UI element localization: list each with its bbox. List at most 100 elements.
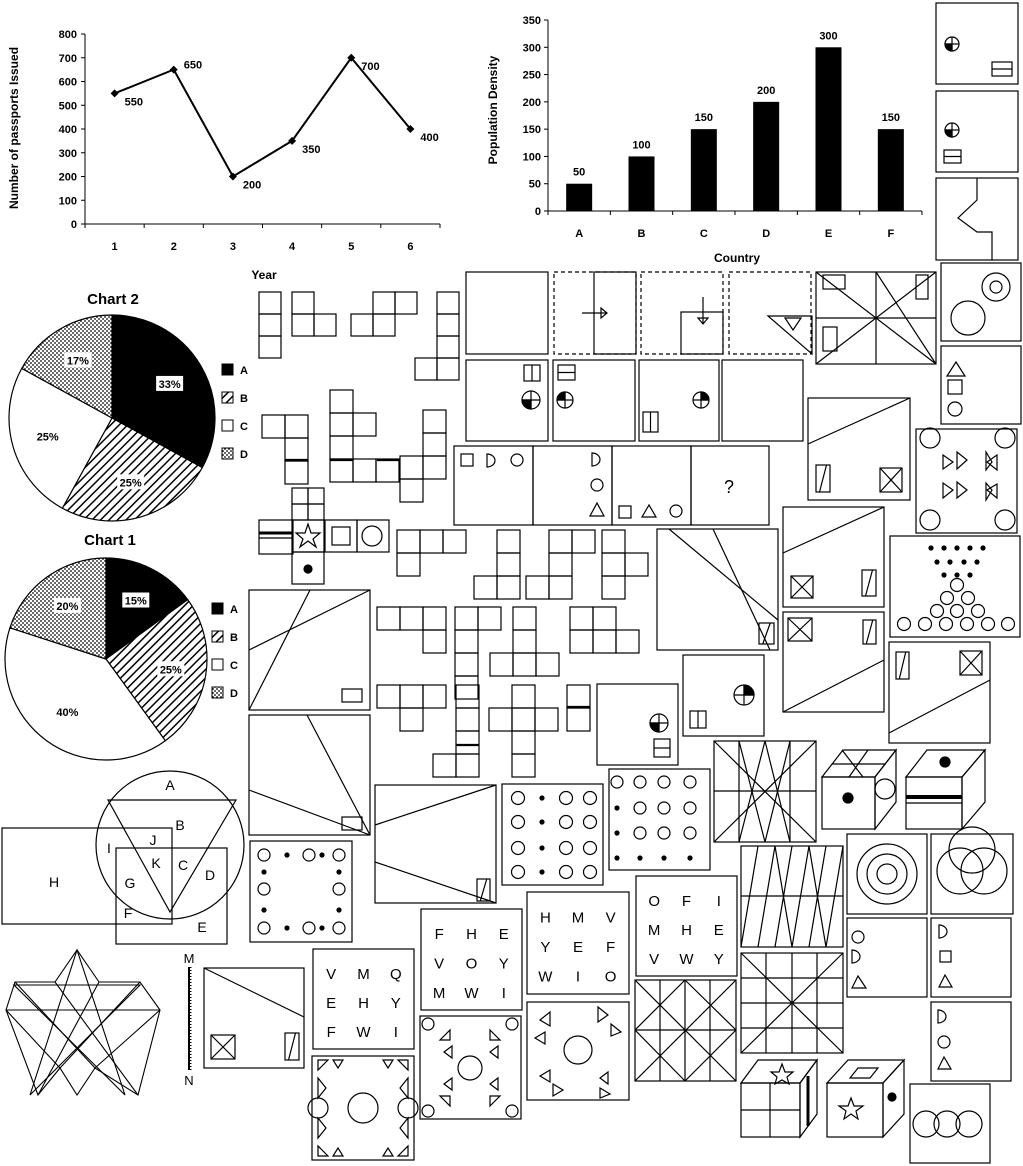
circle-shape [970, 603, 986, 619]
panel-line [808, 845, 827, 948]
panel-frame [329, 458, 354, 483]
circle-shape [421, 1104, 435, 1118]
letter-grid-cell: H [358, 995, 369, 1012]
letter-grid-cell: O [605, 969, 617, 986]
bar-chart-ytick-label: 100 [523, 151, 541, 163]
panel-frame [261, 414, 286, 439]
letter-grid-cell: I [717, 893, 721, 910]
panel-frame [569, 629, 594, 654]
panel-line [668, 528, 779, 621]
panel-frame [638, 359, 720, 442]
circle-shape [856, 843, 918, 905]
pie-legend-swatch [211, 658, 224, 671]
panel-frame [465, 359, 549, 442]
letter-grid-cell: E [573, 939, 583, 956]
star-icon [837, 1096, 865, 1121]
panel-frame [454, 606, 479, 631]
circle-shape [319, 925, 325, 931]
panel-frame [782, 506, 885, 608]
panel-frame [566, 707, 591, 732]
quarter-fill [700, 391, 710, 401]
panel-frame [372, 291, 396, 315]
star-icon [294, 522, 322, 549]
circle-shape [319, 852, 325, 858]
panel-frame [592, 629, 617, 654]
circle-shape [332, 921, 346, 935]
panel-line [782, 659, 885, 713]
circle-shape [457, 1055, 483, 1081]
panel-frame [534, 707, 559, 732]
circle-shape [582, 790, 598, 806]
circle-shape [950, 300, 986, 336]
venn-diagram: A B J I K C D GF E H [1, 770, 245, 945]
line-chart-point [169, 65, 178, 74]
panel-line [774, 845, 793, 948]
arrow-head [600, 306, 608, 320]
panel-frame [465, 271, 549, 355]
triangle-shape [489, 1095, 502, 1108]
circle-shape [558, 864, 574, 880]
circle-shape [947, 401, 963, 417]
population-bar-chart: 0 50 100 150 200 250 300 350 50 A 100 B 150 C 200 D 300 E… [486, 15, 923, 265]
circle-shape [614, 830, 620, 836]
pie-legend-label: C [230, 660, 238, 672]
letter-grid-cell: H [466, 926, 477, 943]
circle-shape [661, 855, 667, 861]
panel-frame [826, 1082, 884, 1138]
circle-shape [994, 427, 1016, 449]
line-chart-xtick-label: 5 [348, 241, 354, 253]
pie-chart-1-legend: A B C D [211, 602, 238, 700]
venn-label-G: G [125, 875, 136, 891]
triangle-shape [985, 482, 998, 500]
circle-shape [421, 1017, 435, 1031]
circle-shape [949, 603, 965, 619]
line-chart-ytick-label: 700 [59, 53, 77, 65]
line-chart-data-label: 650 [184, 60, 202, 72]
pie-slice-B [105, 598, 208, 742]
venn-label-E: E [197, 919, 206, 935]
panel-frame [477, 606, 502, 631]
figure-panels [203, 2, 1022, 1164]
pie-slice-A [105, 557, 189, 661]
panel-line [888, 679, 991, 734]
circle-shape [505, 1017, 519, 1031]
letter-grid-cell: W [464, 985, 479, 1002]
bar-chart-ylabel: Population Density [486, 55, 500, 164]
bar-chart-ytick-label: 350 [523, 15, 541, 27]
triangle-shape [317, 1076, 327, 1100]
triangle-shape [588, 501, 606, 517]
circle-shape [510, 864, 526, 880]
triangle-shape [443, 1076, 453, 1092]
panel-frame [442, 529, 467, 554]
bar-chart-data-label: 150 [695, 112, 713, 124]
circle-shape [961, 559, 967, 565]
triangle-shape [438, 1028, 451, 1041]
letter-grid-cell: Y [714, 951, 724, 968]
circle-shape [505, 1104, 519, 1118]
pie-chart-1: Chart 1 15% 25% 40% 20% A B C D [4, 532, 238, 761]
triangle-shape [552, 1082, 565, 1098]
panel-frame [682, 654, 765, 737]
panel-frame [548, 575, 573, 600]
pie-slice-C [4, 627, 167, 761]
panel-frame [915, 428, 1018, 534]
line-chart-xlabel: Year [251, 268, 277, 282]
panel-line [634, 1029, 686, 1082]
bar-chart-ytick-label: 250 [523, 70, 541, 82]
panel-frame [284, 437, 309, 462]
line-chart-marks [110, 53, 415, 181]
line-chart-point [288, 136, 297, 145]
panel-frame [846, 833, 928, 915]
bar-chart-bar [566, 183, 593, 211]
panel-frame [455, 684, 480, 709]
triangle-shape [597, 1005, 610, 1024]
circle-shape [510, 840, 526, 856]
triangle-shape [640, 503, 658, 518]
panel-frame [248, 589, 371, 711]
circle-shape [336, 869, 342, 875]
circle-shape [938, 616, 954, 632]
circle-shape [657, 826, 671, 840]
panel-frame [422, 432, 447, 457]
path-line [957, 178, 993, 260]
pie-chart-1-slices: 15% 25% 40% 20% [4, 557, 208, 761]
